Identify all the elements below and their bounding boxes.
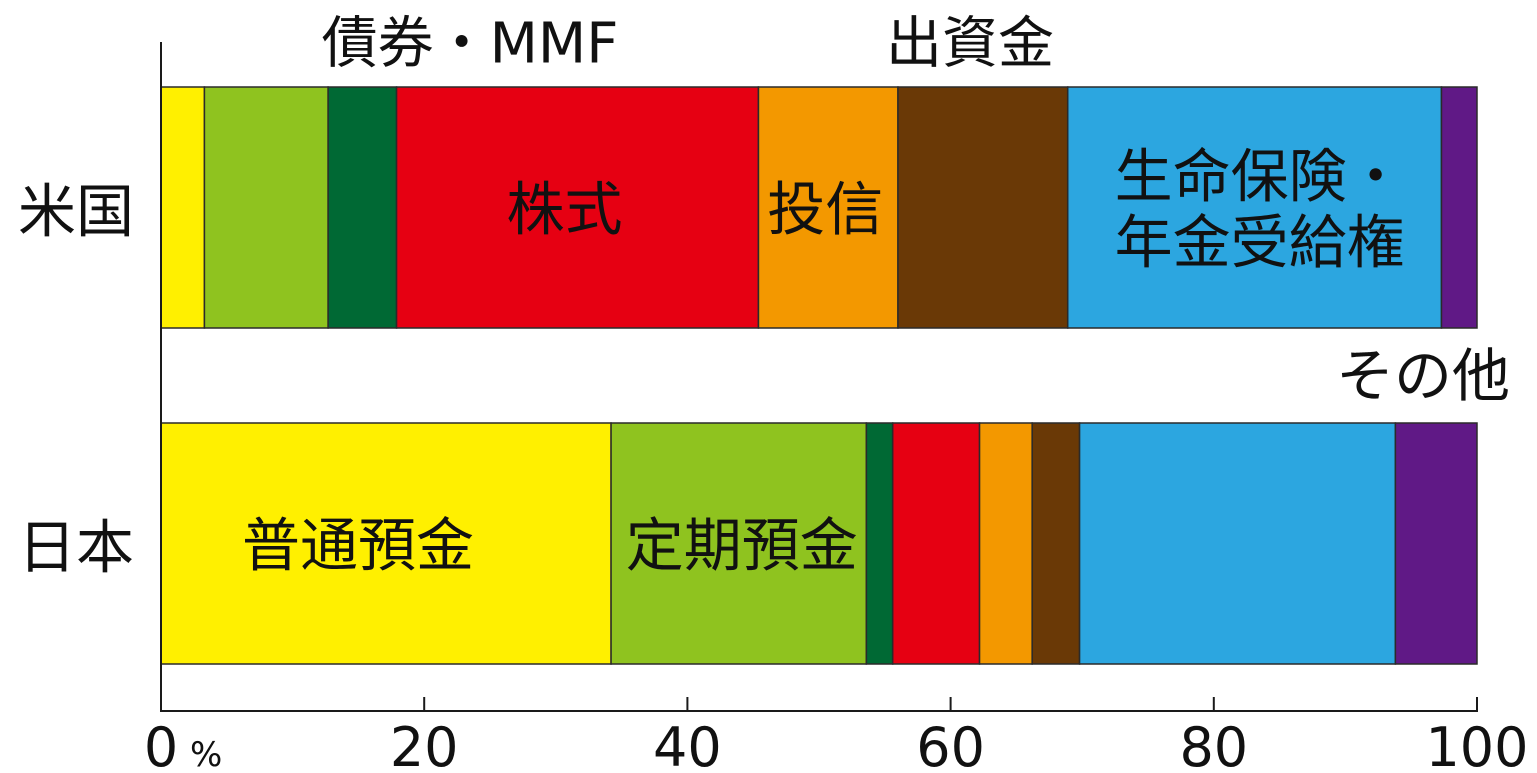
bar-segment-us-other [1440,86,1478,329]
x-tick-label: 80 [1179,716,1248,773]
x-unit-label: % [190,735,222,773]
x-tick-label: 100 [1425,716,1528,773]
series-label-other: その他 [1336,342,1510,410]
bar-segment-us-ordinary-deposits [160,86,206,329]
bar-segment-japan-investment-trusts [978,422,1033,665]
bar-segment-us-investment-trusts [757,86,899,329]
series-label-investment-trusts: 投信 [767,176,883,244]
bar-segment-japan-equity-investments [1031,422,1081,665]
series-label-line: 年金受給権 [1115,209,1405,277]
bar-segment-us-equity-investments [897,86,1069,329]
bar-segment-us-life-insurance-pensions [1066,86,1443,329]
bar-segment-us-stocks [395,86,760,329]
series-label-bonds-mmf: 債券・MMF [322,12,619,77]
bar-segment-japan-bonds-mmf [865,422,894,665]
series-label-stocks: 株式 [507,176,623,244]
bar-segment-japan-life-insurance-pensions [1078,422,1397,665]
bar-segment-japan-other [1394,422,1478,665]
series-label-ordinary-deposits: 普通預金 [242,512,474,580]
series-label-life-insurance-pensions: 生命保険・年金受給権 [1115,142,1405,276]
series-label-equity-investments: 出資金 [886,12,1054,77]
x-ticks: 0 20 40 60 80 100% [144,697,1529,773]
bar-segment-us-bonds-mmf [327,86,398,329]
series-label-line: 生命保険・ [1115,142,1405,210]
category-label-us: 米国 [18,178,134,246]
x-tick-label: 60 [916,716,985,773]
x-tick-label: 40 [653,716,722,773]
axes: 0 20 40 60 80 100% [144,42,1529,773]
series-label-time-deposits: 定期預金 [626,512,858,580]
bar-segment-japan-stocks [891,422,981,665]
x-tick-label: 0 [144,716,178,773]
bar-segment-us-time-deposits [203,86,329,329]
bars [160,86,1478,665]
category-label-japan: 日本 [18,514,134,582]
x-tick-label: 20 [390,716,459,773]
bar-segment-japan-time-deposits [610,422,868,665]
